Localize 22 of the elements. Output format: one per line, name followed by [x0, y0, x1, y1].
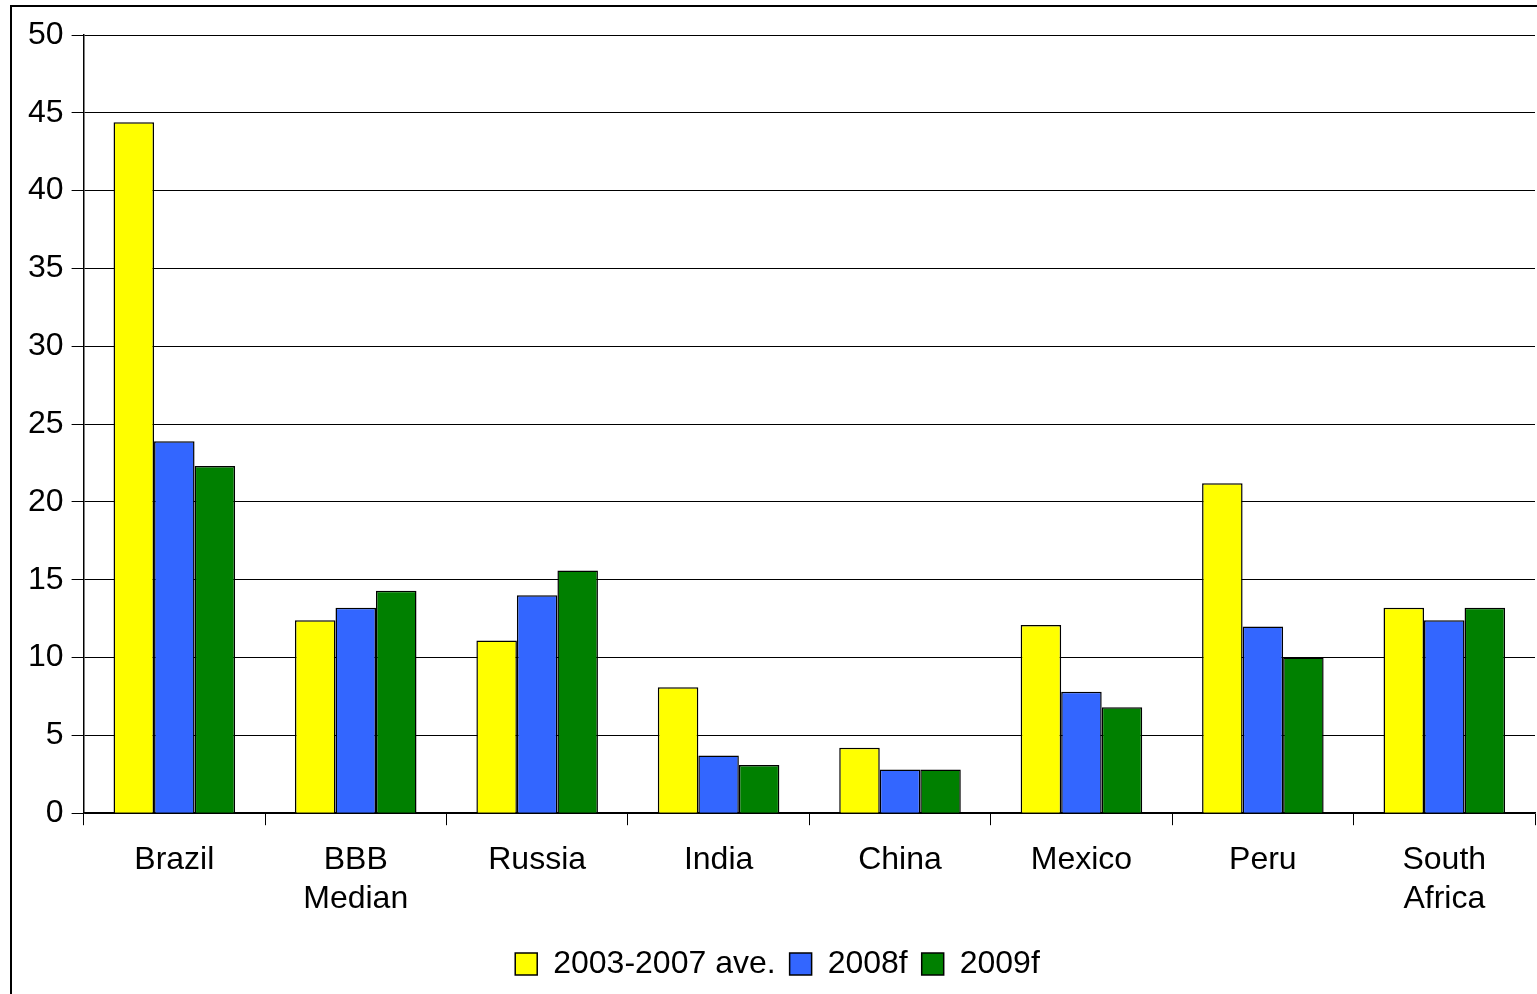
x-tick-label: Brazil — [134, 840, 215, 877]
y-tick-label: 45 — [28, 92, 64, 129]
y-tick-label: 20 — [28, 481, 64, 518]
legend-label: 2009f — [959, 943, 1040, 980]
x-tick-label: India — [683, 840, 754, 877]
x-tick-label: Mexico — [1030, 840, 1133, 877]
x-tick-label: South Africa — [1402, 840, 1487, 915]
y-tick-label: 5 — [45, 715, 64, 752]
legend-label: 2003-2007 ave. — [553, 943, 776, 980]
x-tick-label: Peru — [1229, 840, 1297, 877]
y-tick-label: 25 — [28, 403, 64, 440]
y-tick-label: 50 — [28, 14, 64, 51]
y-tick-label: 0 — [45, 793, 64, 830]
y-tick-label: 10 — [28, 637, 64, 674]
x-tick-label: BBB Median — [303, 840, 409, 915]
y-tick-label: 40 — [28, 170, 64, 207]
y-tick-label: 35 — [28, 248, 64, 285]
y-tick-label: 15 — [28, 559, 64, 596]
x-tick-label: China — [858, 840, 943, 877]
legend-label: 2008f — [827, 943, 908, 980]
x-tick-label: Russia — [488, 840, 587, 877]
y-tick-label: 30 — [28, 326, 64, 363]
